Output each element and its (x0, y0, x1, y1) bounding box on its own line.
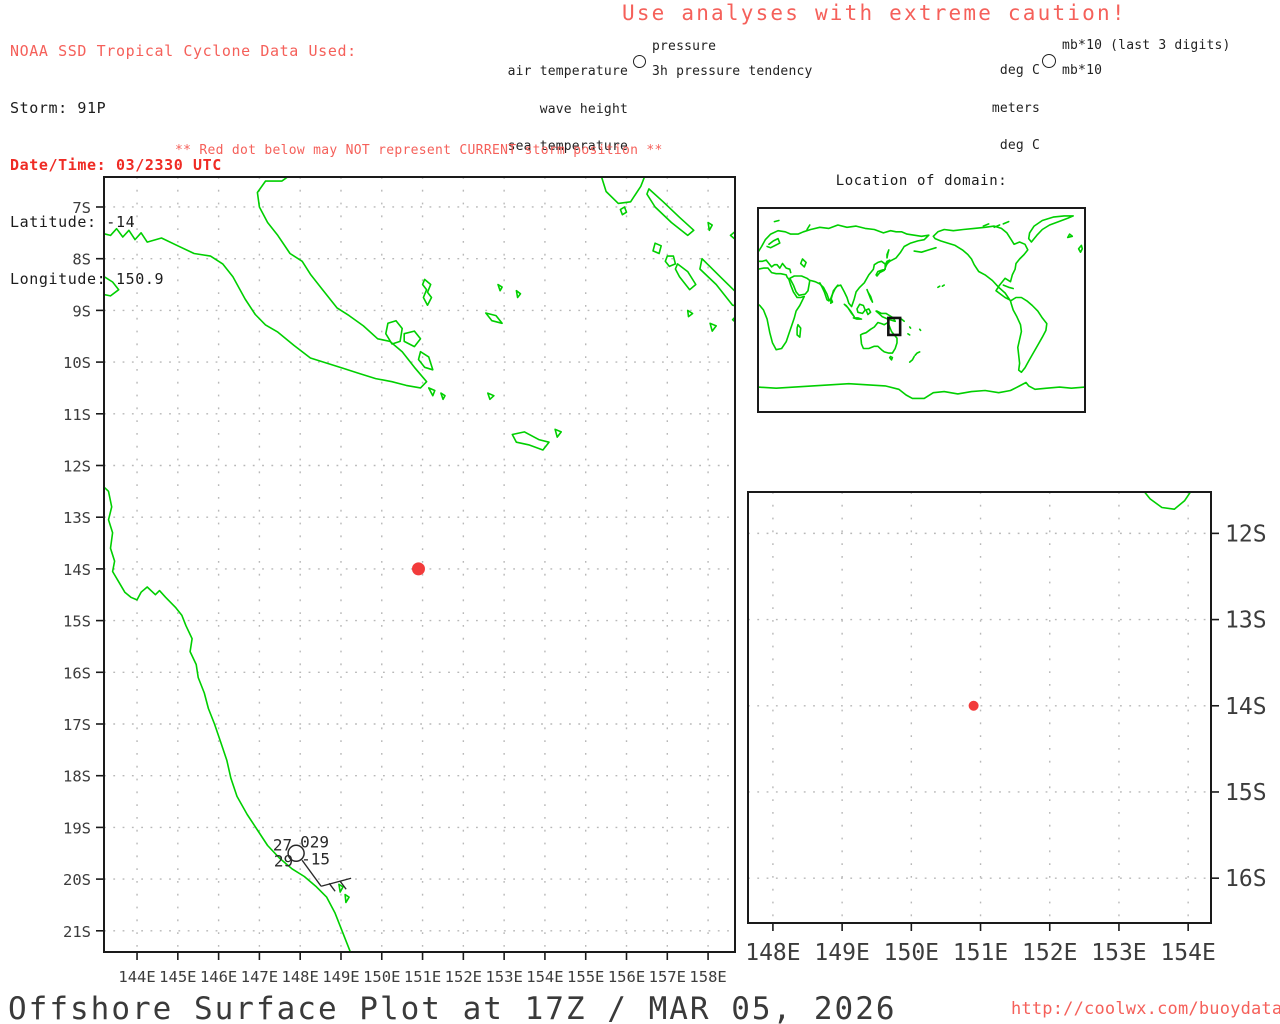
svg-text:16S: 16S (1225, 866, 1267, 892)
svg-text:8S: 8S (72, 251, 91, 269)
svg-text:21S: 21S (63, 923, 91, 941)
domain-locator-box (887, 316, 902, 337)
units-legend-left: deg C meters deg C (956, 40, 1040, 178)
detail-map: 148E 149E 150E 151E 152E 153E 154E 12S 13S 14S 15S… (745, 491, 1267, 966)
wind-barb (320, 877, 352, 887)
svg-text:17S: 17S (63, 716, 91, 734)
main-map-border (103, 176, 736, 953)
svg-text:146E: 146E (200, 968, 237, 986)
svg-text:145E: 145E (159, 968, 196, 986)
svg-text:16S: 16S (63, 664, 91, 682)
legend-wave-height: wave height (539, 101, 628, 117)
units-mb10: mb*10 (1062, 63, 1103, 78)
units-meters: meters (991, 100, 1040, 116)
svg-text:19S: 19S (63, 819, 91, 837)
svg-text:11S: 11S (63, 406, 91, 424)
detail-coastlines (1143, 492, 1192, 510)
world-inset-map (757, 207, 1086, 413)
svg-text:157E: 157E (649, 968, 686, 986)
detail-gridlines (748, 492, 1211, 923)
station-pressure: 029 (300, 832, 329, 851)
station-air-temperature: 27 (273, 835, 292, 854)
storm-id-line: Storm: 91P (10, 99, 107, 117)
svg-text:15S: 15S (1225, 780, 1267, 806)
legend-pressure: pressure (652, 39, 717, 54)
legend-sea-temperature: sea temperature (507, 139, 628, 154)
storm-latitude-line: Latitude: -14 (10, 213, 136, 231)
legend-air-temperature: air temperature (507, 64, 628, 79)
svg-text:150E: 150E (363, 968, 400, 986)
caution-headline: Use analyses with extreme caution! (622, 1, 1127, 25)
svg-text:151E: 151E (404, 968, 441, 986)
station-model-circle-icon (633, 55, 646, 68)
svg-text:151E: 151E (953, 940, 1008, 966)
wind-barb (339, 880, 347, 890)
svg-text:158E: 158E (689, 968, 726, 986)
main-gridlines (104, 177, 735, 952)
svg-text:153E: 153E (1091, 940, 1146, 966)
svg-text:154E: 154E (526, 968, 563, 986)
units-model-circle-icon (1042, 54, 1056, 68)
inset-map-title: Location of domain: (835, 173, 1008, 189)
svg-text:14S: 14S (1225, 694, 1267, 720)
svg-text:150E: 150E (884, 940, 939, 966)
detail-map-border (747, 491, 1212, 924)
svg-text:147E: 147E (241, 968, 278, 986)
world-inset-coastlines (758, 215, 1085, 400)
svg-text:144E: 144E (118, 968, 155, 986)
svg-text:149E: 149E (814, 940, 869, 966)
storm-info-block: NOAA SSD Tropical Cyclone Data Used: Sto… (10, 4, 357, 327)
svg-text:14S: 14S (63, 561, 91, 579)
svg-text:148E: 148E (745, 940, 800, 966)
storm-info-title: NOAA SSD Tropical Cyclone Data Used: (10, 42, 357, 60)
svg-text:152E: 152E (1022, 940, 1077, 966)
station-plot: 27 029 29 -15 (273, 832, 352, 892)
svg-text:18S: 18S (63, 768, 91, 786)
svg-text:7S: 7S (72, 199, 91, 217)
station-legend-left: air temperature wave height sea temperat… (500, 41, 628, 179)
main-axis-labels: 144E 145E 146E 147E 148E 149E 150E 151E 152E 153E… (63, 199, 727, 986)
wind-barb (328, 882, 336, 892)
svg-text:10S: 10S (63, 354, 91, 372)
storm-position-dot (968, 700, 979, 711)
svg-text:15S: 15S (63, 613, 91, 631)
station-circle (287, 844, 305, 863)
svg-text:9S: 9S (72, 302, 91, 320)
source-url: http://coolwx.com/buoydata (1011, 999, 1280, 1019)
storm-datetime-line: Date/Time: 03/2330 UTC (10, 156, 222, 174)
plot-main-title: Offshore Surface Plot at 17Z / MAR 05, 2… (8, 991, 897, 1024)
units-mb10-last3: mb*10 (last 3 digits) (1062, 38, 1231, 53)
station-pressure-tendency: -15 (301, 849, 330, 868)
svg-text:12S: 12S (1225, 521, 1267, 547)
legend-pressure-tendency: 3h pressure tendency (652, 64, 813, 79)
world-inset-map-border (757, 207, 1086, 413)
storm-position-dot (411, 562, 425, 576)
units-degc-top: deg C (999, 63, 1040, 78)
svg-text:148E: 148E (282, 968, 319, 986)
svg-text:149E: 149E (322, 968, 359, 986)
wind-barb (301, 859, 322, 887)
svg-text:12S: 12S (63, 457, 91, 475)
detail-axis-labels: 148E 149E 150E 151E 152E 153E 154E 12S 13S 14S 15S… (745, 521, 1266, 966)
units-degc-bottom: deg C (999, 138, 1040, 153)
storm-longitude-line: Longitude: 150.9 (10, 270, 165, 288)
svg-text:153E: 153E (485, 968, 522, 986)
svg-text:154E: 154E (1160, 940, 1215, 966)
svg-text:155E: 155E (567, 968, 604, 986)
svg-text:156E: 156E (608, 968, 645, 986)
svg-text:152E: 152E (445, 968, 482, 986)
station-sea-temperature: 29 (274, 851, 293, 870)
svg-text:20S: 20S (63, 871, 91, 889)
red-dot-caveat: ** Red dot below may NOT represent CURRE… (175, 143, 663, 158)
main-map: 144E 145E 146E 147E 148E 149E 150E 151E 152E 153E… (63, 176, 736, 986)
svg-text:13S: 13S (1225, 608, 1267, 634)
svg-text:13S: 13S (63, 509, 91, 527)
